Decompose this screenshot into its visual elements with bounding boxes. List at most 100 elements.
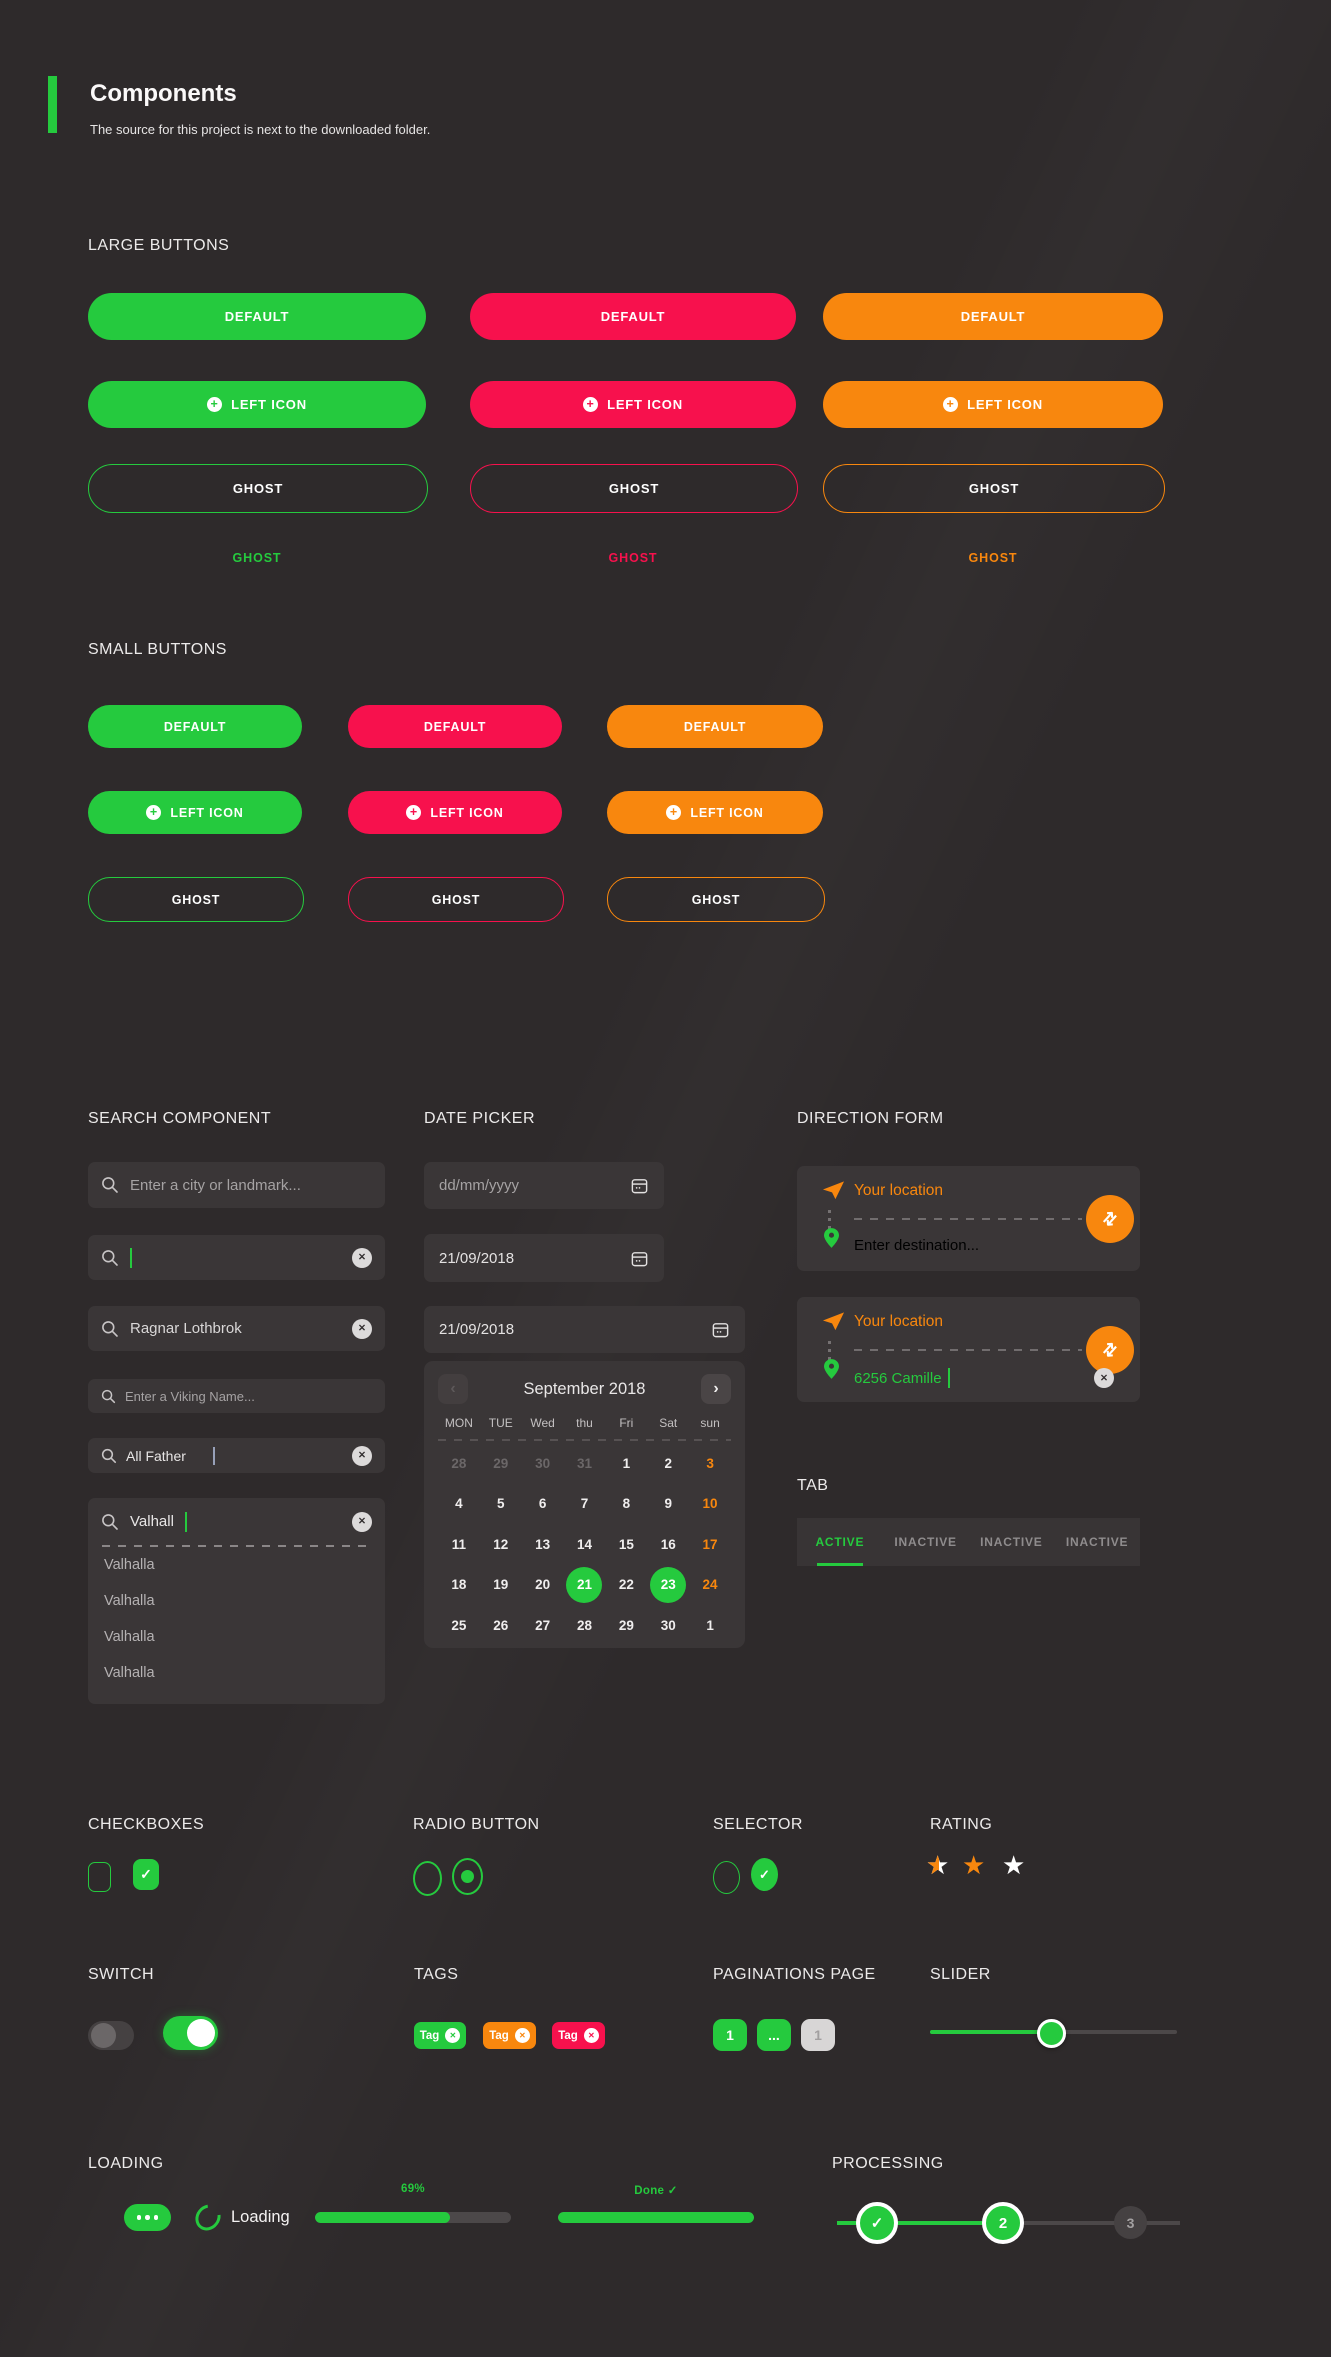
slider-knob[interactable] xyxy=(1037,2019,1066,2048)
calendar-day[interactable]: 3 xyxy=(706,1455,714,1471)
star-empty-icon[interactable]: ★ xyxy=(1002,1850,1026,1880)
destination-input[interactable]: Enter destination... xyxy=(854,1237,980,1254)
search-input-placeholder[interactable]: Enter a city or landmark... xyxy=(88,1162,385,1208)
calendar-day[interactable]: 29 xyxy=(618,1617,634,1633)
small-lefticon-button-orange[interactable]: + LEFT ICON xyxy=(607,791,823,834)
clear-icon[interactable]: ✕ xyxy=(1094,1368,1114,1388)
large-default-button-orange[interactable]: DEFAULT xyxy=(823,293,1163,340)
destination-input[interactable]: 6256 Camille ✕ xyxy=(854,1368,1114,1388)
tab-inactive-2[interactable]: INACTIVE xyxy=(980,1535,1043,1549)
small-default-button-orange[interactable]: DEFAULT xyxy=(607,705,823,748)
small-ghost-button-green[interactable]: GHOST xyxy=(88,877,304,922)
checkbox-unchecked[interactable] xyxy=(88,1862,111,1892)
calendar-day[interactable]: 30 xyxy=(535,1455,551,1471)
ghost-text-link-orange[interactable]: GHOST xyxy=(968,551,1018,565)
swap-button[interactable]: ⇄ xyxy=(1086,1326,1134,1374)
suggestion-item[interactable]: Valhalla xyxy=(104,1629,155,1645)
radio-checked[interactable] xyxy=(452,1858,483,1895)
calendar-day[interactable]: 14 xyxy=(576,1536,592,1552)
tab-active[interactable]: ACTIVE xyxy=(797,1518,883,1566)
calendar-day[interactable]: 9 xyxy=(664,1496,672,1512)
calendar-day-selected[interactable]: 23 xyxy=(647,1565,689,1606)
calendar-day[interactable]: 30 xyxy=(660,1617,676,1633)
search-input-filled[interactable]: Ragnar Lothbrok ✕ xyxy=(88,1306,385,1351)
search-input-focused[interactable]: ✕ xyxy=(88,1235,385,1280)
selector-checked[interactable]: ✓ xyxy=(751,1858,778,1891)
calendar-day[interactable]: 28 xyxy=(576,1617,592,1633)
date-input-filled[interactable]: 21/09/2018 xyxy=(424,1234,664,1282)
calendar-day[interactable]: 27 xyxy=(535,1617,551,1633)
checkbox-checked[interactable]: ✓ xyxy=(133,1859,159,1890)
chevron-right-icon[interactable]: › xyxy=(701,1374,731,1404)
calendar-day[interactable]: 13 xyxy=(535,1536,551,1552)
suggestion-item[interactable]: Valhalla xyxy=(104,1557,155,1573)
switch-off[interactable] xyxy=(88,2021,134,2050)
small-lefticon-button-green[interactable]: + LEFT ICON xyxy=(88,791,302,834)
calendar-day[interactable]: 10 xyxy=(702,1496,718,1512)
calendar-day[interactable]: 25 xyxy=(451,1617,467,1633)
star-full-icon[interactable]: ★ xyxy=(962,1850,986,1880)
switch-on[interactable] xyxy=(163,2016,218,2050)
calendar-day[interactable]: 2 xyxy=(664,1455,672,1471)
tab-inactive-3[interactable]: INACTIVE xyxy=(1065,1535,1129,1549)
swap-button[interactable]: ⇄ xyxy=(1086,1195,1134,1243)
calendar-day[interactable]: 1 xyxy=(706,1617,714,1633)
calendar-day[interactable]: 1 xyxy=(622,1455,631,1471)
clear-icon[interactable]: ✕ xyxy=(352,1318,372,1339)
tag-pink[interactable]: Tag ✕ xyxy=(552,2022,605,2049)
calendar-day[interactable]: 19 xyxy=(493,1577,509,1593)
ghost-text-link-pink[interactable]: GHOST xyxy=(608,551,658,565)
small-default-button-green[interactable]: DEFAULT xyxy=(88,705,302,748)
suggestion-item[interactable]: Valhalla xyxy=(104,1593,155,1609)
calendar-day[interactable]: 8 xyxy=(622,1496,631,1512)
large-lefticon-button-orange[interactable]: + LEFT ICON xyxy=(823,381,1163,428)
calendar-day[interactable]: 6 xyxy=(538,1496,547,1512)
search-input-small-filled[interactable]: All Father ✕ xyxy=(88,1438,385,1473)
calendar-day[interactable]: 24 xyxy=(702,1577,718,1593)
calendar-day[interactable]: 18 xyxy=(451,1577,467,1593)
large-ghost-button-orange[interactable]: GHOST xyxy=(823,464,1165,513)
calendar-day[interactable]: 7 xyxy=(580,1496,589,1512)
large-default-button-green[interactable]: DEFAULT xyxy=(88,293,426,340)
small-lefticon-button-pink[interactable]: + LEFT ICON xyxy=(348,791,562,834)
chevron-left-icon[interactable]: ‹ xyxy=(438,1374,468,1404)
calendar-day[interactable]: 28 xyxy=(451,1455,467,1471)
large-ghost-button-green[interactable]: GHOST xyxy=(88,464,428,513)
calendar-day-selected[interactable]: 21 xyxy=(564,1565,606,1606)
close-icon[interactable]: ✕ xyxy=(445,2028,461,2043)
calendar-day[interactable]: 31 xyxy=(576,1455,592,1471)
tag-green[interactable]: Tag ✕ xyxy=(414,2022,466,2049)
small-ghost-button-pink[interactable]: GHOST xyxy=(348,877,564,922)
large-default-button-pink[interactable]: DEFAULT xyxy=(470,293,796,340)
pagination-page-1[interactable]: 1 xyxy=(713,2019,747,2051)
close-icon[interactable]: ✕ xyxy=(583,2028,599,2043)
calendar-day[interactable]: 15 xyxy=(618,1536,634,1552)
small-default-button-pink[interactable]: DEFAULT xyxy=(348,705,562,748)
date-input-placeholder[interactable]: dd/mm/yyyy xyxy=(424,1162,664,1209)
ghost-text-link-green[interactable]: GHOST xyxy=(232,551,282,565)
calendar-day[interactable]: 12 xyxy=(493,1536,509,1552)
calendar-day[interactable]: 4 xyxy=(455,1496,463,1512)
calendar-day[interactable]: 5 xyxy=(497,1496,505,1512)
calendar-day[interactable]: 20 xyxy=(535,1577,551,1593)
tag-orange[interactable]: Tag ✕ xyxy=(483,2022,536,2049)
date-input-wide[interactable]: 21/09/2018 xyxy=(424,1306,745,1353)
large-lefticon-button-green[interactable]: + LEFT ICON xyxy=(88,381,426,428)
pagination-ellipsis[interactable]: ... xyxy=(757,2019,791,2051)
calendar-day[interactable]: 29 xyxy=(493,1455,509,1471)
radio-unchecked[interactable] xyxy=(413,1861,442,1896)
clear-icon[interactable]: ✕ xyxy=(352,1511,372,1532)
pagination-page-disabled[interactable]: 1 xyxy=(801,2019,835,2051)
clear-icon[interactable]: ✕ xyxy=(352,1445,372,1466)
calendar-day[interactable]: 16 xyxy=(660,1536,676,1552)
large-ghost-button-pink[interactable]: GHOST xyxy=(470,464,798,513)
small-ghost-button-orange[interactable]: GHOST xyxy=(607,877,825,922)
selector-unchecked[interactable] xyxy=(713,1861,740,1894)
clear-icon[interactable]: ✕ xyxy=(352,1247,372,1268)
search-input-small[interactable]: Enter a Viking Name... xyxy=(88,1379,385,1413)
large-lefticon-button-pink[interactable]: + LEFT ICON xyxy=(470,381,796,428)
calendar-day[interactable]: 26 xyxy=(493,1617,509,1633)
calendar-day[interactable]: 11 xyxy=(451,1536,467,1552)
star-half-icon[interactable]: ★ ★ xyxy=(926,1850,950,1880)
suggestion-item[interactable]: Valhalla xyxy=(104,1665,155,1681)
